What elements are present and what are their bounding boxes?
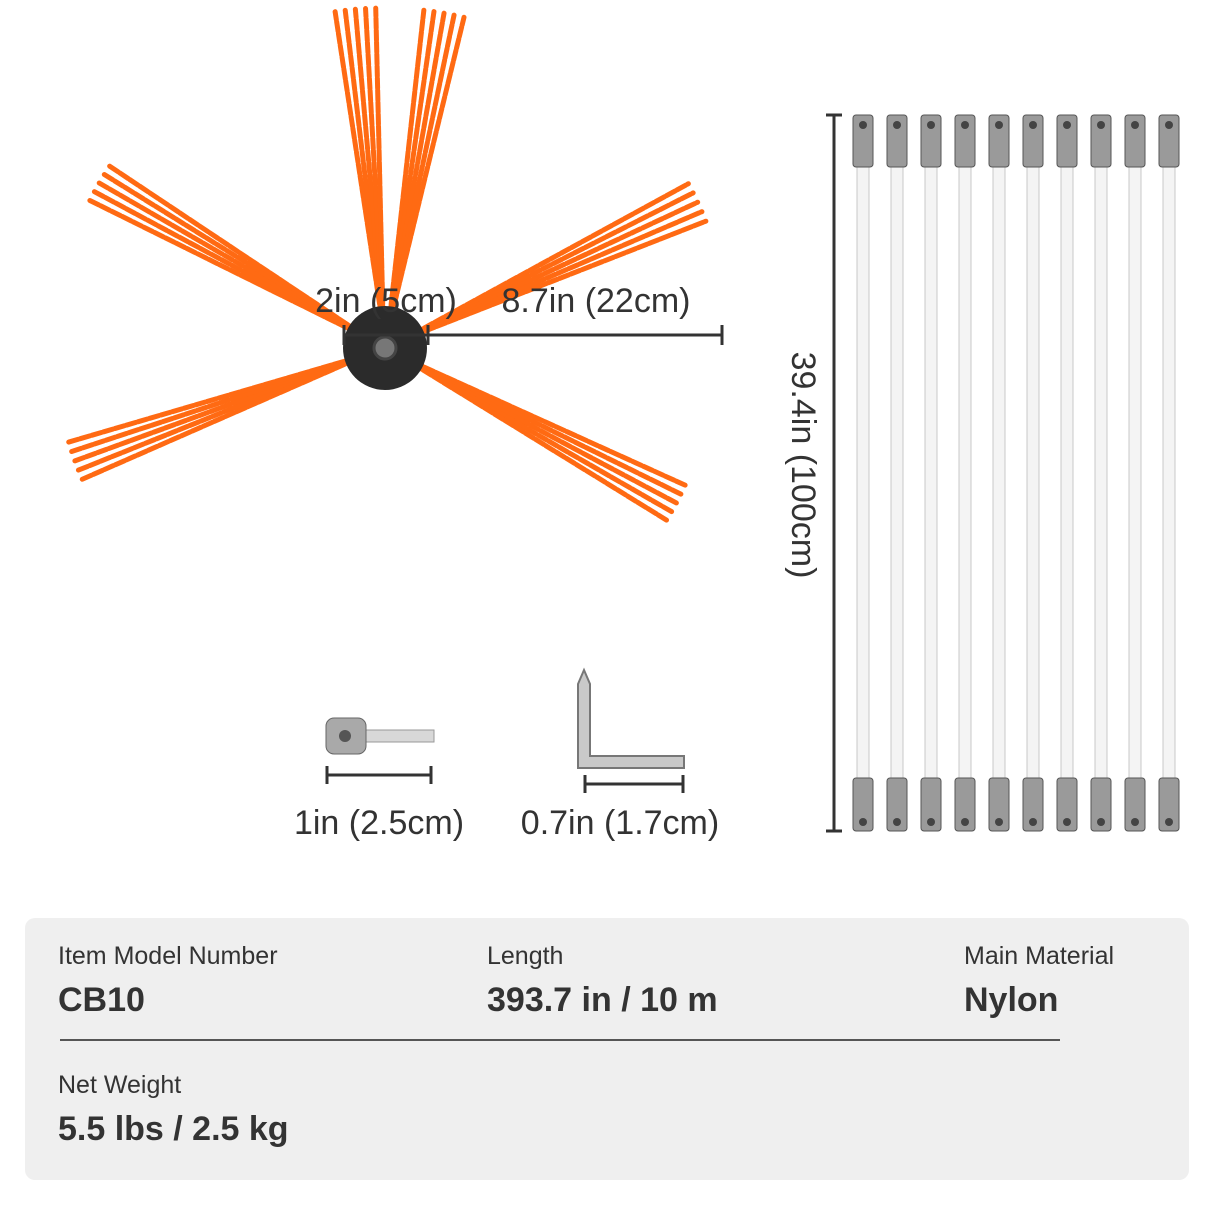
bristle [107,163,371,341]
hex-wrench [577,667,685,769]
fitting-hole [893,818,901,826]
spec-label: Item Model Number [58,942,278,970]
rod [890,164,904,781]
rod [1060,164,1074,781]
dimension-label: 39.4in (100cm) [784,352,822,579]
fitting-hole [1131,121,1139,129]
rod-fitting-top [1158,114,1180,168]
fitting-hole [1063,818,1071,826]
rod [1094,164,1108,781]
dimension-label: 0.7in (1.7cm) [521,804,719,842]
rod-fitting-bottom [954,777,976,832]
spec-panel [25,918,1189,1180]
rod-fitting-top [1022,114,1044,168]
fitting-hole [995,121,1003,129]
spec-value: CB10 [58,981,145,1019]
fitting-hole [961,818,969,826]
bristle [400,218,709,343]
fitting-hole [1029,121,1037,129]
rod-fitting-bottom [1124,777,1146,832]
rod-fitting-bottom [886,777,908,832]
bristle [66,352,369,445]
rod-fitting-top [988,114,1010,168]
spec-label: Main Material [964,942,1114,970]
rod-fitting-top [1090,114,1112,168]
spec-label: Net Weight [58,1071,181,1099]
fitting-hole [859,818,867,826]
rod-fitting-top [954,114,976,168]
fitting-hole [859,121,867,129]
fitting-hole [927,121,935,129]
adapter-dimension-line [325,766,433,784]
rod [992,164,1006,781]
rod [1162,164,1176,781]
rod-fitting-bottom [1022,777,1044,832]
dimension-label: 1in (2.5cm) [294,804,464,842]
rod [1128,164,1142,781]
rod-fitting-top [920,114,942,168]
fitting-hole [927,818,935,826]
rod [856,164,870,781]
fitting-hole [1097,818,1105,826]
rod-fitting-bottom [1158,777,1180,832]
fitting-hole [893,121,901,129]
bristle [385,14,467,331]
rod-fitting-bottom [852,777,874,832]
brush-dimension-lines [342,325,724,345]
rod [924,164,938,781]
bristle [373,5,386,331]
rod-fitting-bottom [920,777,942,832]
fitting-hole [961,121,969,129]
rod-fitting-bottom [1056,777,1078,832]
rods [852,114,1180,832]
rod-fitting-bottom [988,777,1010,832]
rod-fitting-bottom [1090,777,1112,832]
fitting-hole [1029,818,1037,826]
hub-thread [372,335,398,361]
spec-value: 5.5 lbs / 2.5 kg [58,1110,289,1148]
fitting-hole [1097,121,1105,129]
wrench-dimension-line [583,775,685,793]
fitting-hole [1165,818,1173,826]
spec-value: 393.7 in / 10 m [487,981,718,1019]
brush [66,5,709,523]
rod [1026,164,1040,781]
bristle [400,354,670,523]
dimension-label: 8.7in (22cm) [502,282,691,320]
rod-fitting-top [1056,114,1078,168]
adapter [325,717,435,755]
fitting-hole [1131,818,1139,826]
rod-fitting-top [886,114,908,168]
fitting-hole [1063,121,1071,129]
dimension-label: 2in (5cm) [315,282,457,320]
spec-label: Length [487,942,563,970]
spec-value: Nylon [964,981,1058,1019]
fitting-hole [1165,121,1173,129]
fitting-hole [995,818,1003,826]
rod-dimension-line [826,113,842,833]
rod-fitting-top [1124,114,1146,168]
rod-fitting-top [852,114,874,168]
rod [958,164,972,781]
